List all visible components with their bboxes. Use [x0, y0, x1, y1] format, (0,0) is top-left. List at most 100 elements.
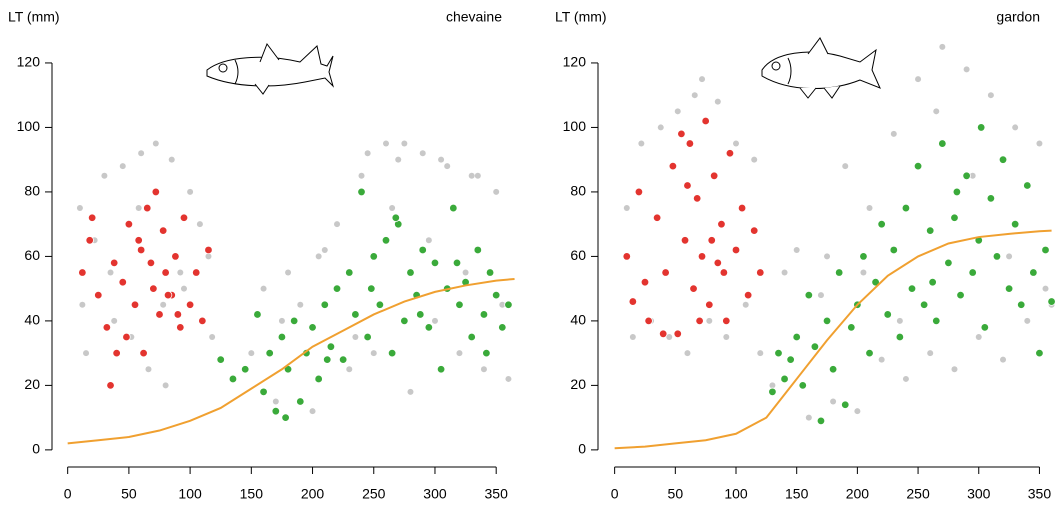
observation-point [987, 92, 994, 99]
highlight-point [78, 268, 87, 277]
observation-point [272, 398, 279, 405]
highlight-point [265, 348, 274, 358]
observation-point [757, 350, 764, 357]
highlight-point [391, 213, 400, 222]
observation-point [684, 350, 691, 357]
highlight-point [109, 258, 119, 268]
observation-point [480, 366, 487, 373]
highlight-point [171, 252, 180, 261]
chart-title: gardon [996, 9, 1040, 25]
highlight-point [504, 300, 513, 309]
y-tick-label: 120 [17, 54, 41, 70]
highlight-point [1029, 268, 1038, 277]
fit-curve [614, 229, 1052, 450]
observation-point [431, 317, 438, 324]
observation-point [468, 172, 475, 179]
highlight-point [124, 219, 134, 229]
highlight-point [828, 365, 838, 374]
panel: LT (mm) chevaine 0 50 100 150 200 250 300 350 0 20 4… [8, 9, 515, 502]
highlight-point [640, 278, 650, 287]
highlight-point [998, 155, 1008, 164]
highlight-point [634, 187, 644, 197]
fit-curve [67, 277, 515, 445]
observation-point [951, 366, 958, 373]
highlight-point [130, 300, 140, 309]
highlight-point [962, 171, 971, 181]
highlight-point [792, 332, 801, 342]
observation-point [493, 188, 500, 195]
observation-point [699, 76, 706, 83]
highlight-point [491, 290, 501, 300]
highlight-point [810, 342, 820, 351]
highlight-point [889, 245, 898, 255]
observation-point [358, 172, 365, 179]
highlight-point [992, 252, 1002, 261]
highlight-point [449, 203, 458, 213]
highlight-point [143, 203, 152, 213]
highlight-point [717, 219, 726, 229]
highlight-point [151, 187, 161, 197]
observation-point [79, 301, 86, 308]
observation-point [842, 163, 849, 170]
highlight-point [709, 171, 719, 181]
highlight-point [204, 245, 213, 255]
highlight-point [163, 290, 173, 300]
observation-point [135, 205, 142, 212]
highlight-point [416, 310, 425, 319]
y-axis-label: LT (mm) [8, 9, 60, 25]
highlight-point [418, 245, 427, 255]
highlight-point [185, 300, 195, 309]
highlight-point [798, 381, 807, 390]
observation-point [915, 76, 922, 83]
observation-point [138, 150, 145, 157]
y-tick-label: 60 [570, 247, 586, 263]
highlight-point [381, 236, 391, 245]
highlight-point [697, 252, 707, 261]
observation-point [1000, 356, 1007, 363]
highlight-point [436, 365, 446, 374]
highlight-point [928, 278, 937, 287]
observation-point [623, 205, 630, 212]
highlight-point [768, 387, 777, 397]
highlight-point [786, 355, 795, 364]
highlight-point [375, 300, 385, 309]
x-tick-label: 100 [178, 486, 202, 502]
observation-point [83, 350, 90, 357]
highlight-point [719, 268, 729, 277]
y-tick-label: 20 [570, 376, 586, 392]
observation-point [963, 66, 970, 73]
observation-point [505, 375, 512, 382]
highlight-point [400, 316, 409, 326]
highlight-point [865, 348, 874, 358]
highlight-point [345, 268, 354, 277]
highlight-point [482, 348, 491, 358]
observation-point [830, 398, 837, 405]
highlight-point [106, 381, 115, 390]
highlight-point [722, 316, 731, 326]
observation-point [1006, 253, 1013, 260]
observation-point [438, 156, 445, 163]
highlight-point [134, 236, 143, 245]
highlight-point [713, 258, 723, 268]
highlight-point [944, 258, 953, 268]
highlight-point [136, 245, 146, 255]
highlight-point [622, 252, 631, 261]
highlight-point [467, 332, 476, 342]
observation-point [860, 269, 867, 276]
observation-point [896, 317, 903, 324]
observation-point [878, 356, 885, 363]
y-tick-label: 0 [32, 441, 40, 457]
x-tick-label: 50 [121, 486, 137, 502]
highlight-point [743, 290, 753, 300]
highlight-point [485, 268, 495, 277]
observation-point [657, 124, 664, 131]
observation-point [285, 269, 292, 276]
highlight-point [296, 397, 305, 406]
observation-point [890, 130, 897, 137]
highlight-point [834, 268, 844, 277]
highlight-point [351, 310, 360, 319]
observation-point [364, 150, 371, 157]
x-tick-label: 250 [362, 486, 386, 502]
observation-point [975, 334, 982, 341]
